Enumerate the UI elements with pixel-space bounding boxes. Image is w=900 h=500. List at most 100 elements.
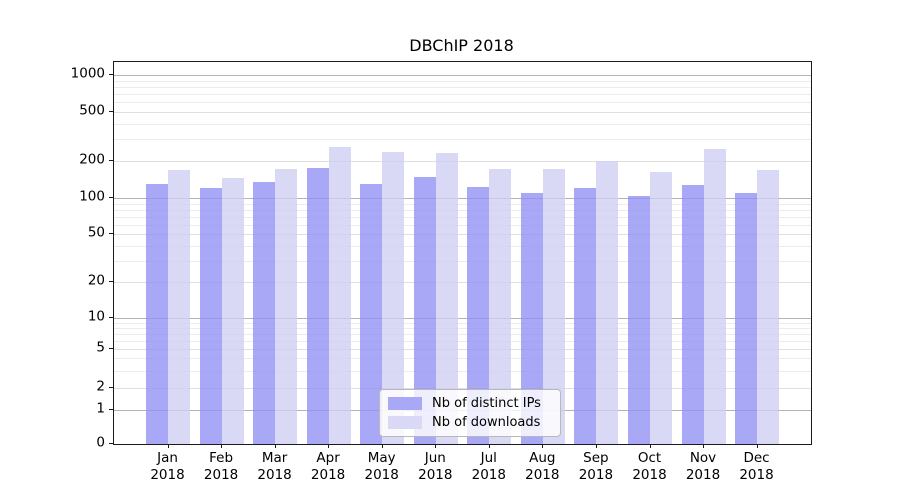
- gridline: [114, 198, 811, 199]
- gridline: [114, 216, 811, 218]
- bar-downloads: [650, 171, 672, 444]
- gridline: [114, 348, 811, 350]
- x-tick-mark: [167, 444, 169, 448]
- y-tick-label: 1: [96, 400, 105, 416]
- y-tick-label: 5: [96, 339, 105, 355]
- y-tick-mark: [109, 408, 113, 410]
- y-tick-mark: [109, 387, 113, 388]
- bar-downloads: [596, 161, 619, 444]
- x-tick-label-oct: Oct 2018: [632, 450, 667, 483]
- gridline: [114, 370, 811, 372]
- bar-downloads: [328, 147, 351, 444]
- x-tick-mark: [595, 444, 597, 448]
- gridline: [114, 203, 811, 205]
- bar-distinct-ips: [360, 184, 383, 444]
- gridline: [114, 209, 811, 211]
- gridline: [114, 139, 811, 141]
- plot-area: Nb of distinct IPs Nb of downloads: [113, 61, 812, 445]
- x-tick-mark: [328, 444, 330, 448]
- x-tick-mark: [756, 444, 758, 448]
- legend-swatch-distinct-ips: [388, 397, 422, 410]
- y-tick-label: 10: [87, 308, 105, 325]
- y-tick-label: 200: [79, 151, 105, 168]
- y-tick-label: 100: [79, 188, 105, 205]
- x-tick-label-apr: Apr 2018: [310, 450, 346, 483]
- gridline: [114, 161, 811, 162]
- bar-downloads: [221, 178, 244, 444]
- bar-downloads: [703, 148, 726, 444]
- bar-distinct-ips: [520, 193, 543, 444]
- x-tick-mark: [649, 444, 651, 448]
- gridline: [114, 245, 811, 247]
- bar-downloads: [757, 169, 779, 444]
- y-tick-label: 20: [87, 272, 105, 289]
- x-tick-label-jul: Jul 2018: [471, 450, 506, 483]
- x-tick-label-sep: Sep 2018: [578, 450, 614, 483]
- gridline: [114, 234, 811, 236]
- legend-swatch-downloads: [388, 416, 422, 429]
- y-tick-mark: [109, 160, 113, 161]
- y-tick-mark: [109, 443, 113, 444]
- bar-distinct-ips: [146, 184, 168, 444]
- legend-item-distinct-ips: Nb of distinct IPs: [388, 396, 552, 411]
- x-tick-label-aug: Aug 2018: [525, 450, 560, 483]
- x-tick-mark: [488, 444, 490, 448]
- bar-distinct-ips: [467, 186, 490, 444]
- gridline: [114, 388, 811, 389]
- x-tick-label-jan: Jan 2018: [150, 450, 185, 483]
- gridline: [114, 322, 811, 324]
- gridline: [114, 86, 811, 88]
- gridline: [114, 340, 811, 342]
- y-tick-mark: [109, 74, 113, 75]
- gridline: [114, 318, 811, 319]
- x-tick-label-may: May 2018: [364, 450, 399, 483]
- bar-distinct-ips: [574, 187, 597, 444]
- bar-downloads: [168, 169, 190, 444]
- chart-title: DBChIP 2018: [409, 36, 514, 55]
- gridline: [114, 75, 811, 76]
- bar-distinct-ips: [306, 167, 329, 444]
- legend-item-downloads: Nb of downloads: [388, 415, 552, 430]
- gridline: [114, 224, 811, 226]
- gridline: [114, 94, 811, 96]
- bar-distinct-ips: [628, 195, 650, 444]
- x-tick-label-jun: Jun 2018: [418, 450, 453, 483]
- x-tick-mark: [221, 444, 223, 448]
- y-tick-label: 2: [96, 378, 105, 395]
- gridline: [114, 281, 811, 283]
- bar-distinct-ips: [253, 181, 276, 444]
- gridline: [114, 333, 811, 335]
- x-tick-label-nov: Nov 2018: [685, 450, 721, 483]
- y-tick-mark: [109, 111, 113, 112]
- x-tick-mark: [435, 444, 437, 448]
- gridline: [114, 123, 811, 125]
- bar-downloads: [275, 169, 298, 444]
- bar-downloads: [489, 169, 512, 444]
- legend-label-downloads: Nb of downloads: [432, 415, 541, 430]
- gridline: [114, 80, 811, 82]
- bar-downloads: [542, 169, 565, 444]
- x-tick-mark: [381, 444, 383, 448]
- y-tick-label: 50: [87, 224, 105, 241]
- gridline: [114, 102, 811, 104]
- x-tick-mark: [542, 444, 544, 448]
- y-tick-mark: [109, 280, 113, 282]
- gridline: [114, 260, 811, 262]
- bar-distinct-ips: [681, 184, 704, 444]
- y-tick-mark: [109, 233, 113, 235]
- x-tick-label-dec: Dec 2018: [739, 450, 774, 483]
- gridline: [114, 327, 811, 329]
- y-tick-label: 1000: [70, 65, 105, 82]
- y-tick-label: 0: [96, 434, 105, 451]
- y-tick-mark: [109, 347, 113, 349]
- legend: Nb of distinct IPs Nb of downloads: [379, 389, 561, 437]
- x-tick-mark: [274, 444, 276, 448]
- bar-distinct-ips: [735, 192, 757, 444]
- y-tick-mark: [109, 197, 113, 198]
- bar-downloads: [435, 153, 458, 444]
- gridline: [114, 112, 811, 113]
- x-tick-mark: [703, 444, 704, 448]
- bar-distinct-ips: [413, 177, 436, 444]
- x-tick-label-feb: Feb 2018: [203, 450, 239, 483]
